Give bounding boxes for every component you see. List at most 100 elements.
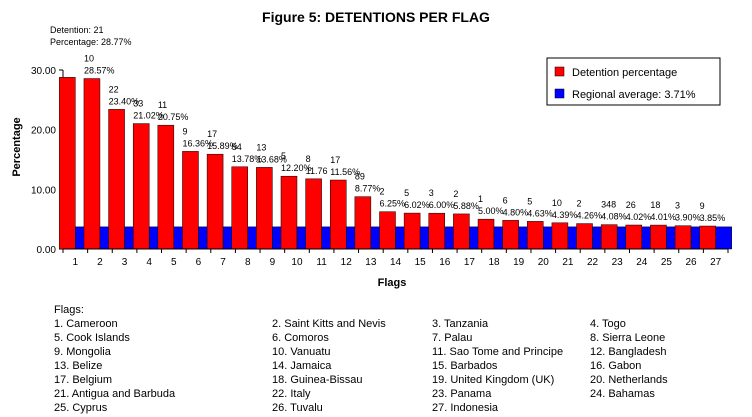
x-tick-label: 19 (513, 257, 525, 268)
data-label-count: 1 (478, 194, 483, 204)
flag-item: 25. Cyprus (54, 402, 108, 414)
bar-detention-percentage (650, 224, 667, 250)
legend-box (546, 57, 721, 106)
y-tick-label: 20.00 (31, 126, 56, 137)
data-label-percentage: 11.56% (330, 167, 360, 177)
data-label-count: 2 (577, 199, 582, 209)
data-label-count: 3 (675, 201, 680, 211)
flag-item: 26. Tuvalu (272, 402, 323, 414)
legend-swatch (554, 88, 565, 99)
data-label-percentage: 16.36% (182, 138, 213, 148)
flag-item: 18. Guinea-Bissau (272, 374, 363, 386)
flag-item: 24. Bahamas (590, 388, 655, 400)
x-tick-label: 10 (291, 257, 303, 268)
y-tick-label: 0.00 (37, 245, 57, 256)
bar-detention-percentage (354, 196, 372, 250)
bar-detention-percentage (502, 220, 519, 250)
x-tick-label: 27 (710, 257, 722, 268)
data-label-percentage: 13.78% (232, 154, 263, 164)
x-tick-label: 9 (270, 257, 276, 268)
data-label-count: 10 (84, 54, 94, 64)
flag-item: 22. Italy (272, 388, 311, 400)
bar-detention-percentage (329, 179, 347, 250)
bar-detention-percentage (674, 225, 692, 250)
x-tick-label: 11 (316, 257, 327, 268)
x-tick-label: 5 (171, 257, 177, 268)
data-label-percentage: 20.75% (158, 112, 189, 122)
data-label-count: 17 (207, 129, 217, 139)
data-label-percentage: 4.63% (527, 208, 553, 218)
data-label-count: 17 (330, 155, 340, 165)
x-tick-label: 23 (612, 257, 624, 268)
bar-detention-percentage (600, 224, 618, 250)
data-label-count: 2 (453, 189, 458, 199)
flag-item: 14. Jamaica (272, 360, 332, 372)
x-tick-label: 17 (464, 257, 476, 268)
data-label-count: 5 (281, 151, 286, 161)
data-label-percentage: 4.08% (601, 212, 627, 222)
flag-item: 1. Cameroon (54, 318, 118, 330)
flag-item: 6. Comoros (272, 332, 329, 344)
data-label-percentage: 6.02% (404, 200, 430, 210)
bar-detention-percentage (132, 123, 150, 250)
flag-item: 10. Vanuatu (272, 346, 331, 358)
bar-detention-percentage (157, 124, 175, 250)
chart: Figure 5: DETENTIONS PER FLAG 0.00 10.00 2… (11, 9, 732, 289)
flag-item: 11. Sao Tome and Principe (432, 346, 564, 358)
data-label-count: 89 (355, 172, 365, 182)
flag-item: 16. Gabon (590, 360, 642, 372)
flags-list: Flags: 1. Cameroon 2. Saint Kitts and Nev… (54, 303, 730, 415)
x-tick-label: 21 (562, 257, 574, 268)
flag-item: 8. Sierra Leone (590, 332, 666, 344)
data-label-count: 33 (133, 99, 143, 109)
bar-detention-percentage (108, 109, 125, 250)
flag-item: 5. Cook Islands (54, 332, 130, 344)
data-label-count: 5 (404, 188, 409, 198)
data-label-count: 11 (158, 100, 167, 110)
x-tick-label: 22 (587, 257, 599, 268)
flag-item: 4. Togo (590, 318, 626, 330)
flag-item: 21. Antigua and Barbuda (54, 388, 176, 400)
flags-grid: 1. Cameroon 2. Saint Kitts and Nevis 3. Ta… (54, 317, 730, 415)
flag-item: 7. Palau (432, 332, 473, 344)
x-tick-label: 12 (341, 257, 353, 268)
data-label-count: 5 (527, 196, 532, 206)
bar-detention-percentage (83, 78, 101, 250)
data-label-percentage: 15.89% (207, 141, 238, 151)
data-label-count: Detention: 21 (50, 25, 104, 35)
flag-item: 3. Tanzania (432, 318, 489, 330)
bar-detention-percentage (477, 218, 495, 250)
x-tick-label: 3 (122, 257, 128, 268)
data-label-count: 18 (650, 200, 660, 210)
data-label-percentage: 23.40% (109, 96, 140, 106)
data-label-percentage: 4.26% (577, 211, 603, 221)
x-tick-label: 24 (636, 257, 648, 268)
flags-heading: Flags: (54, 304, 84, 316)
bar-detention-percentage (206, 153, 224, 250)
flag-item: 13. Belize (54, 360, 103, 372)
legend-swatch (554, 66, 565, 77)
x-tick-label: 2 (97, 257, 103, 268)
flag-item: 17. Belgium (54, 374, 113, 386)
bar-detention-percentage (231, 166, 248, 250)
x-tick-label: 4 (146, 257, 152, 268)
x-tick-label: 13 (365, 257, 377, 268)
data-label-count: 348 (601, 200, 616, 210)
chart-title: Figure 5: DETENTIONS PER FLAG (262, 9, 490, 25)
data-label-count: 54 (232, 142, 242, 152)
flag-item: 27. Indonesia (432, 402, 499, 414)
x-tick-label: 1 (73, 257, 79, 268)
data-label-percentage: 5.00% (478, 206, 504, 216)
flag-item: 19. United Kingdom (UK) (432, 374, 555, 386)
flag-item: 2. Saint Kitts and Nevis (272, 318, 386, 330)
legend: Detention percentage Regional average: 3.… (546, 57, 721, 106)
x-tick-label: 6 (196, 257, 202, 268)
bar-detention-percentage (576, 223, 593, 250)
bar-detention-percentage (379, 211, 396, 250)
x-tick-label: 16 (439, 257, 451, 268)
data-label-count: 10 (552, 198, 562, 208)
x-tick-label: 7 (220, 257, 226, 268)
data-label-percentage: 5.88% (453, 201, 479, 211)
data-label-percentage: 3.85% (700, 213, 726, 223)
bar-detention-percentage (305, 178, 322, 250)
